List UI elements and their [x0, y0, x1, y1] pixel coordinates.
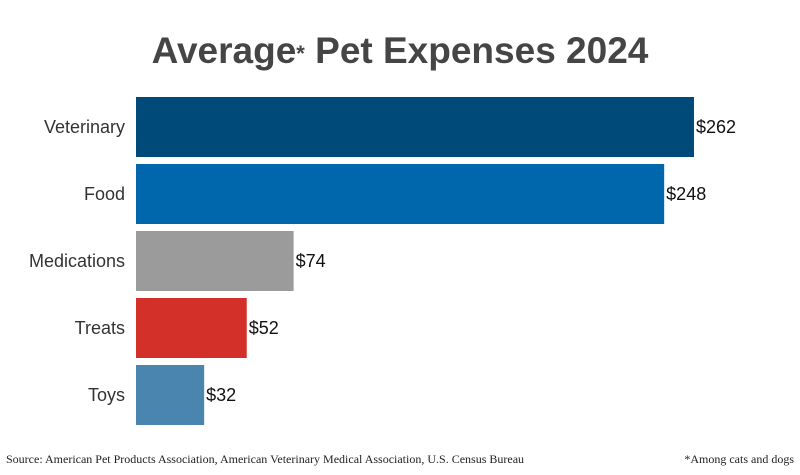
footnote: *Among cats and dogs: [684, 452, 794, 466]
value-label: $32: [206, 385, 236, 405]
source-note: Source: American Pet Products Associatio…: [6, 452, 525, 466]
bar-treats: [136, 298, 247, 358]
bar-veterinary: [136, 97, 694, 157]
value-label: $52: [249, 318, 279, 338]
category-label: Food: [84, 184, 125, 204]
value-label: $248: [666, 184, 706, 204]
bar-toys: [136, 365, 205, 425]
category-label: Veterinary: [44, 117, 125, 137]
category-label: Treats: [75, 318, 125, 338]
value-label: $262: [696, 117, 736, 137]
category-label: Medications: [29, 251, 125, 271]
bar-food: [136, 164, 665, 224]
title-asterisk: *: [296, 41, 305, 66]
value-label: $74: [296, 251, 326, 271]
bar-medications: [136, 231, 294, 291]
chart-title: Average* Pet Expenses 2024: [0, 30, 800, 72]
title-main: Average: [151, 30, 297, 71]
category-label: Toys: [88, 385, 125, 405]
title-rest: Pet Expenses 2024: [304, 30, 649, 71]
